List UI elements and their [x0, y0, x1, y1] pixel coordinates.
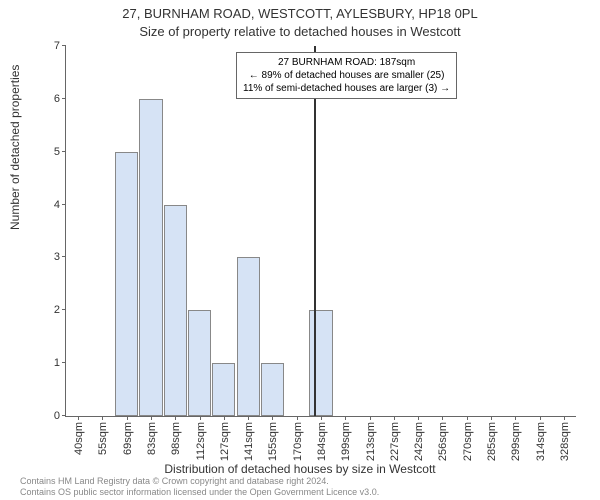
x-tick-label: 299sqm [508, 422, 522, 461]
x-tick-label: 112sqm [193, 422, 207, 460]
x-tick-mark [467, 416, 468, 420]
x-tick-mark [370, 416, 371, 420]
x-tick-mark [272, 416, 273, 420]
x-tick-mark [102, 416, 103, 420]
x-tick-mark [78, 416, 79, 420]
x-tick-label: 242sqm [411, 422, 425, 461]
y-tick-label: 4 [54, 199, 66, 211]
y-tick-mark [62, 309, 66, 310]
x-tick-mark [442, 416, 443, 420]
x-tick-label: 170sqm [290, 422, 304, 461]
y-tick-label: 6 [54, 93, 66, 105]
x-tick-mark [321, 416, 322, 420]
x-tick-mark [540, 416, 541, 420]
y-tick-label: 7 [54, 40, 66, 52]
property-marker-line [314, 46, 316, 416]
x-tick-label: 328sqm [557, 422, 571, 461]
x-axis-label: Distribution of detached houses by size … [0, 462, 600, 476]
y-tick-mark [62, 256, 66, 257]
histogram-bar [164, 205, 187, 416]
y-tick-label: 5 [54, 146, 66, 158]
histogram-bar [212, 363, 235, 416]
chart-subtitle: Size of property relative to detached ho… [0, 24, 600, 39]
histogram-chart: 0123456740sqm55sqm69sqm83sqm98sqm112sqm1… [65, 46, 576, 417]
x-tick-label: 270sqm [460, 422, 474, 461]
x-tick-label: 69sqm [120, 422, 134, 455]
y-tick-mark [62, 98, 66, 99]
x-tick-label: 285sqm [484, 422, 498, 461]
x-tick-mark [151, 416, 152, 420]
x-tick-label: 213sqm [363, 422, 377, 461]
y-axis-label: Number of detached properties [8, 65, 22, 230]
x-tick-label: 227sqm [387, 422, 401, 461]
annotation-line: ← 89% of detached houses are smaller (25… [243, 69, 450, 82]
x-tick-mark [127, 416, 128, 420]
histogram-bar [237, 257, 260, 416]
y-tick-mark [62, 362, 66, 363]
x-tick-mark [491, 416, 492, 420]
x-tick-mark [200, 416, 201, 420]
x-tick-label: 83sqm [144, 422, 158, 455]
y-tick-mark [62, 151, 66, 152]
y-tick-label: 1 [54, 357, 66, 369]
chart-title-address: 27, BURNHAM ROAD, WESTCOTT, AYLESBURY, H… [0, 6, 600, 21]
histogram-bar [188, 310, 211, 416]
x-tick-label: 55sqm [95, 422, 109, 455]
x-tick-label: 314sqm [533, 422, 547, 461]
histogram-bar [115, 152, 138, 416]
footer-line1: Contains HM Land Registry data © Crown c… [20, 476, 379, 487]
y-tick-mark [62, 45, 66, 46]
footer-attribution: Contains HM Land Registry data © Crown c… [20, 476, 379, 498]
annotation-line: 11% of semi-detached houses are larger (… [243, 82, 450, 95]
x-tick-label: 184sqm [314, 422, 328, 461]
x-tick-mark [297, 416, 298, 420]
property-annotation: 27 BURNHAM ROAD: 187sqm← 89% of detached… [236, 52, 457, 99]
y-tick-label: 2 [54, 304, 66, 316]
annotation-line: 27 BURNHAM ROAD: 187sqm [243, 56, 450, 69]
x-tick-mark [394, 416, 395, 420]
x-tick-mark [418, 416, 419, 420]
x-tick-label: 127sqm [217, 422, 231, 461]
x-tick-mark [515, 416, 516, 420]
x-tick-mark [175, 416, 176, 420]
x-tick-label: 98sqm [168, 422, 182, 455]
x-tick-mark [248, 416, 249, 420]
histogram-bar [139, 99, 162, 416]
histogram-bar [261, 363, 284, 416]
x-tick-mark [224, 416, 225, 420]
y-tick-label: 3 [54, 251, 66, 263]
x-tick-label: 256sqm [435, 422, 449, 461]
x-tick-label: 141sqm [241, 422, 255, 461]
x-tick-label: 40sqm [71, 422, 85, 455]
x-tick-mark [345, 416, 346, 420]
x-tick-label: 199sqm [338, 422, 352, 461]
y-tick-label: 0 [54, 410, 66, 422]
x-tick-label: 155sqm [265, 422, 279, 461]
footer-line2: Contains OS public sector information li… [20, 487, 379, 498]
x-tick-mark [564, 416, 565, 420]
y-tick-mark [62, 204, 66, 205]
y-tick-mark [62, 415, 66, 416]
